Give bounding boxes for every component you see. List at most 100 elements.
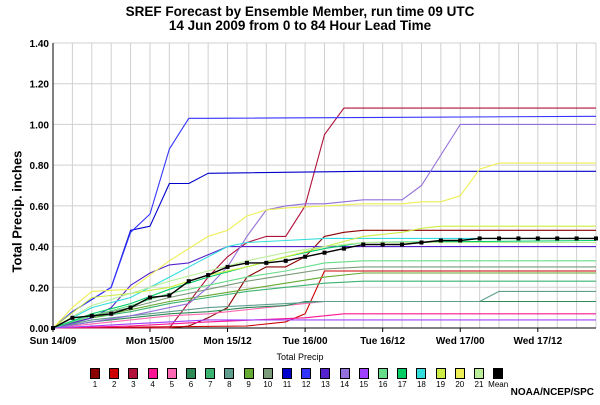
- legend-label: 18: [416, 380, 426, 389]
- legend-swatch: [358, 368, 369, 379]
- legend-label: 8: [227, 380, 232, 389]
- mean-point: [458, 238, 463, 243]
- x-tick-label: Tue 16/12: [360, 336, 405, 347]
- legend-label: 13: [320, 380, 330, 389]
- mean-point: [438, 238, 443, 243]
- legend-title: Total Precip: [276, 352, 324, 362]
- mean-point: [341, 246, 346, 251]
- mean-point: [70, 315, 75, 320]
- legend-swatch: [378, 368, 388, 379]
- legend-label: 4: [150, 380, 155, 389]
- legend-label: 10: [263, 380, 273, 389]
- legend-label: 11: [282, 380, 292, 389]
- legend-swatch: [397, 368, 408, 379]
- mean-point: [516, 236, 521, 241]
- legend-label: 3: [131, 380, 136, 389]
- chart-subtitle: 14 Jun 2009 from 0 to 84 Hour Lead Time: [168, 18, 432, 33]
- legend-label: 2: [111, 380, 117, 389]
- series-line-member-16: [52, 260, 596, 329]
- mean-point: [244, 260, 249, 265]
- legend-swatch: [109, 368, 120, 379]
- y-tick-label: 0.20: [30, 283, 50, 294]
- x-tick-label: Sun 14/09: [30, 336, 77, 347]
- legend-swatch: [493, 368, 504, 379]
- mean-point: [322, 250, 327, 255]
- x-tick-label: Wed 17/12: [513, 336, 562, 347]
- y-tick-label: 0.80: [30, 161, 50, 172]
- y-tick-label: 0.60: [30, 202, 50, 213]
- legend-label: 16: [378, 380, 388, 389]
- legend-swatch: [301, 368, 312, 379]
- mean-point: [361, 242, 366, 247]
- mean-point: [535, 236, 540, 241]
- legend-label: 12: [301, 380, 311, 389]
- mean-point: [555, 236, 560, 241]
- legend-swatch: [454, 368, 465, 379]
- mean-point: [303, 254, 308, 259]
- series-line-member-10: [52, 266, 596, 329]
- legend-label: 14: [340, 380, 350, 389]
- mean-point: [186, 279, 191, 284]
- mean-point: [574, 236, 579, 241]
- mean-point: [497, 236, 502, 241]
- mean-point: [147, 295, 152, 300]
- y-tick-label: 0.40: [30, 243, 50, 254]
- legend-swatch: [474, 368, 484, 379]
- series-line-member-2: [52, 270, 596, 329]
- legend-label: 17: [397, 380, 407, 389]
- legend-swatch: [186, 368, 196, 379]
- mean-point: [419, 240, 424, 245]
- mean-point: [594, 236, 598, 241]
- legend-swatch: [166, 368, 177, 379]
- legend-label: 5: [169, 380, 175, 389]
- mean-point: [225, 264, 230, 269]
- x-tick-label: Mon 15/12: [203, 336, 252, 347]
- legend-swatch: [147, 368, 158, 379]
- mean-point: [51, 326, 55, 330]
- legend-swatch: [435, 368, 446, 379]
- legend-label: 6: [188, 380, 194, 389]
- legend-label: 21: [474, 380, 484, 389]
- y-tick-label: 0.00: [30, 324, 50, 335]
- chart-title: SREF Forecast by Ensemble Member, run ti…: [125, 4, 475, 19]
- legend-swatch: [262, 368, 273, 379]
- legend-swatch: [243, 368, 254, 379]
- x-tick-label: Wed 17/00: [436, 336, 485, 347]
- legend-label: 7: [207, 380, 213, 389]
- series-line-member-3: [53, 107, 596, 329]
- legend-swatch: [205, 368, 216, 379]
- x-tick-label: Tue 16/00: [283, 336, 328, 347]
- mean-point: [264, 260, 269, 265]
- legend-swatch: [339, 368, 350, 379]
- mean-point: [477, 236, 482, 241]
- legend-label: 15: [359, 380, 369, 389]
- mean-point: [167, 293, 172, 298]
- legend-swatch: [90, 368, 100, 379]
- legend-label: 1: [92, 380, 98, 389]
- legend-swatch: [282, 368, 292, 379]
- legend-swatch: [128, 368, 139, 379]
- mean-point: [206, 273, 211, 278]
- series-line-member-15: [52, 319, 596, 329]
- mean-point: [109, 311, 114, 316]
- mean-point: [400, 242, 405, 247]
- credit-text: NOAA/NCEP/SPC: [510, 387, 594, 398]
- mean-point: [283, 258, 288, 263]
- series-line-member-18: [52, 237, 596, 329]
- mean-point: [89, 313, 94, 318]
- mean-point: [128, 305, 133, 310]
- series-line-member-20: [52, 162, 596, 329]
- x-tick-label: Mon 15/00: [126, 336, 175, 347]
- y-tick-label: 1.00: [30, 120, 50, 131]
- legend-label: Mean: [488, 380, 509, 389]
- legend-label: 9: [246, 380, 251, 389]
- y-tick-label: 1.20: [30, 80, 50, 91]
- y-tick-label: 1.40: [30, 39, 50, 50]
- series-line-member-17: [52, 239, 597, 329]
- series-line-member-14: [52, 123, 596, 329]
- legend-swatch: [224, 368, 235, 379]
- legend-label: 20: [455, 380, 465, 389]
- legend-swatch: [416, 368, 427, 379]
